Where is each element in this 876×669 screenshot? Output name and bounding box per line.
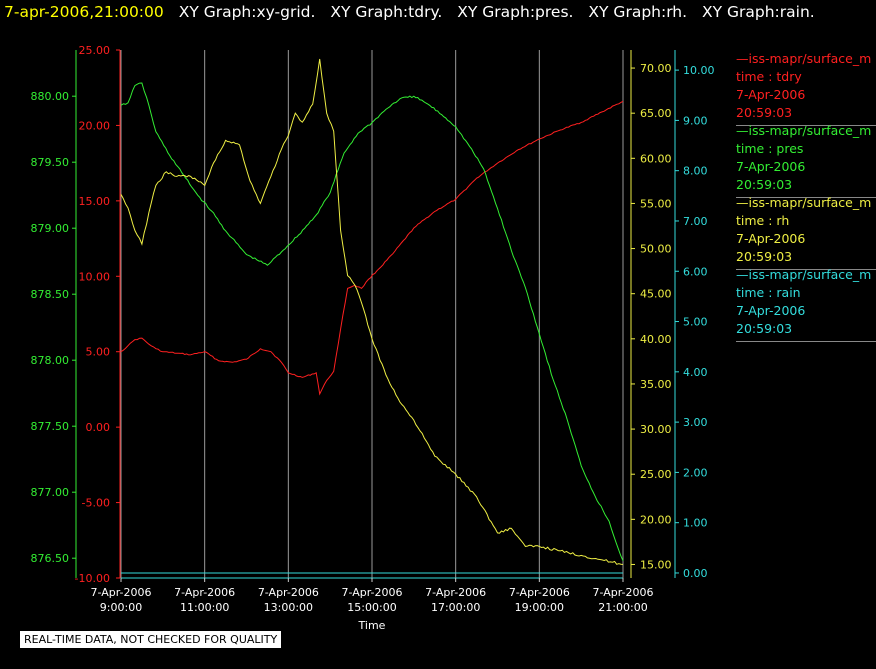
rh-tick-label: 60.00 <box>640 152 672 165</box>
x-tick-label-date: 7-Apr-2006 <box>90 586 151 599</box>
rain-tick-label: 8.00 <box>683 165 708 178</box>
pres-tick-label: 877.00 <box>31 486 70 499</box>
legend-tdry: —iss-mapr/surface_m time : tdry 7-Apr-20… <box>736 50 876 126</box>
graph-title-rain: XY Graph:rain. <box>702 3 815 21</box>
legend-date: 7-Apr-2006 <box>736 231 806 246</box>
series-line-rh <box>120 58 624 565</box>
x-tick-label-time: 17:00:00 <box>431 601 480 614</box>
series-line-pres <box>120 82 624 561</box>
graph-title-pres: XY Graph:pres. <box>457 3 574 21</box>
x-tick-label-time: 11:00:00 <box>180 601 229 614</box>
quality-disclaimer: REAL-TIME DATA, NOT CHECKED FOR QUALITY <box>20 631 282 648</box>
legend-field: time : tdry <box>736 69 802 84</box>
legend-date: 7-Apr-2006 <box>736 159 806 174</box>
x-tick-label-date: 7-Apr-2006 <box>258 586 319 599</box>
rh-tick-label: 40.00 <box>640 333 672 346</box>
legend-time: 20:59:03 <box>736 321 793 336</box>
rain-tick-label: 10.00 <box>683 64 715 77</box>
pres-tick-label: 878.50 <box>31 288 70 301</box>
legend-field: time : pres <box>736 141 804 156</box>
pres-tick-label: 876.50 <box>31 552 70 565</box>
pres-tick-label: 879.50 <box>31 156 70 169</box>
rh-tick-label: 50.00 <box>640 243 672 256</box>
legend-field: time : rain <box>736 285 801 300</box>
rain-tick-label: 0.00 <box>683 567 708 580</box>
pres-tick-label: 878.00 <box>31 354 70 367</box>
rh-tick-label: 30.00 <box>640 423 672 436</box>
pres-tick-label: 877.50 <box>31 420 70 433</box>
x-tick-label-date: 7-Apr-2006 <box>509 586 570 599</box>
graph-title-rh: XY Graph:rh. <box>588 3 688 21</box>
rain-tick-label: 1.00 <box>683 517 708 530</box>
x-tick-label-time: 19:00:00 <box>515 601 564 614</box>
graph-header: 7-apr-2006,21:00:00 XY Graph:xy-grid. XY… <box>4 3 815 21</box>
rh-tick-label: 20.00 <box>640 513 672 526</box>
rh-tick-label: 45.00 <box>640 288 672 301</box>
legend-source: —iss-mapr/surface_m <box>736 51 872 66</box>
rain-tick-label: 6.00 <box>683 265 708 278</box>
tdry-tick-label: 5.00 <box>86 346 111 359</box>
legend-source: —iss-mapr/surface_m <box>736 267 872 282</box>
legend-field: time : rh <box>736 213 790 228</box>
legend-date: 7-Apr-2006 <box>736 303 806 318</box>
x-tick-label-date: 7-Apr-2006 <box>592 586 653 599</box>
header-timestamp: 7-apr-2006,21:00:00 <box>4 3 164 21</box>
legend-time: 20:59:03 <box>736 105 793 120</box>
x-tick-label-time: 9:00:00 <box>100 601 142 614</box>
x-tick-label-date: 7-Apr-2006 <box>341 586 402 599</box>
legend-rain: —iss-mapr/surface_m time : rain 7-Apr-20… <box>736 266 876 342</box>
rain-tick-label: 2.00 <box>683 466 708 479</box>
legend-pres: —iss-mapr/surface_m time : pres 7-Apr-20… <box>736 122 876 198</box>
tdry-tick-label: 20.00 <box>79 119 111 132</box>
rh-tick-label: 35.00 <box>640 378 672 391</box>
legend-rh: —iss-mapr/surface_m time : rh 7-Apr-2006… <box>736 194 876 270</box>
x-tick-label-date: 7-Apr-2006 <box>425 586 486 599</box>
x-tick-label-date: 7-Apr-2006 <box>174 586 235 599</box>
legend-source: —iss-mapr/surface_m <box>736 195 872 210</box>
x-tick-label-time: 21:00:00 <box>598 601 647 614</box>
rh-tick-label: 65.00 <box>640 107 672 120</box>
x-axis-title: Time <box>358 619 386 632</box>
tdry-tick-label: 25.00 <box>79 44 111 57</box>
tdry-tick-label: -10.00 <box>75 572 110 585</box>
rain-tick-label: 4.00 <box>683 366 708 379</box>
legend-date: 7-Apr-2006 <box>736 87 806 102</box>
rain-tick-label: 5.00 <box>683 316 708 329</box>
x-tick-label-time: 13:00:00 <box>264 601 313 614</box>
pres-tick-label: 879.00 <box>31 222 70 235</box>
rain-tick-label: 9.00 <box>683 114 708 127</box>
rh-tick-label: 15.00 <box>640 558 672 571</box>
rh-tick-label: 25.00 <box>640 468 672 481</box>
tdry-tick-label: 0.00 <box>86 421 111 434</box>
tdry-tick-label: 15.00 <box>79 195 111 208</box>
rh-tick-label: 70.00 <box>640 62 672 75</box>
legend-time: 20:59:03 <box>736 249 793 264</box>
tdry-tick-label: 10.00 <box>79 270 111 283</box>
legend-time: 20:59:03 <box>736 177 793 192</box>
graph-title-tdry: XY Graph:tdry. <box>330 3 443 21</box>
rh-tick-label: 55.00 <box>640 197 672 210</box>
pres-tick-label: 880.00 <box>31 90 70 103</box>
graph-title-xy-grid: XY Graph:xy-grid. <box>178 3 316 21</box>
rain-tick-label: 7.00 <box>683 215 708 228</box>
tdry-tick-label: -5.00 <box>82 497 110 510</box>
legend-source: —iss-mapr/surface_m <box>736 123 872 138</box>
rain-tick-label: 3.00 <box>683 416 708 429</box>
x-tick-label-time: 15:00:00 <box>347 601 396 614</box>
series-line-tdry <box>120 100 624 396</box>
